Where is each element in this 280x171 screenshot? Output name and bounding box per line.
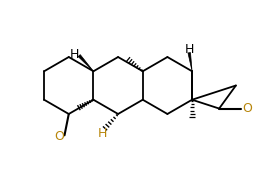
Text: O: O: [54, 130, 64, 143]
Polygon shape: [78, 55, 94, 71]
Polygon shape: [188, 52, 192, 71]
Text: O: O: [242, 102, 252, 115]
Text: H: H: [70, 48, 80, 61]
Text: H: H: [98, 127, 107, 140]
Text: H: H: [185, 43, 194, 56]
